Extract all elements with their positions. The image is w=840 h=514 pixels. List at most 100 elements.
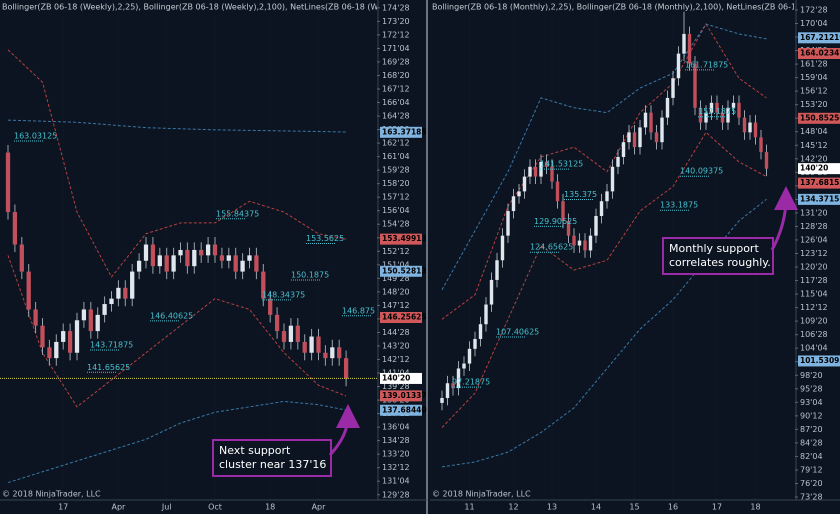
candle-body <box>81 309 87 321</box>
price-marker <box>380 265 422 277</box>
candle-body <box>330 347 335 359</box>
price-marker <box>798 355 840 367</box>
y-tick-label: 133'20 <box>382 450 410 459</box>
x-tick-label: 17 <box>58 503 68 512</box>
candle-body <box>261 271 266 299</box>
candle-body <box>462 363 466 369</box>
candle-body <box>731 102 736 108</box>
y-tick-label: 106'28 <box>800 330 828 339</box>
candle-body <box>185 249 190 267</box>
y-tick-label: 161'28 <box>800 60 828 69</box>
candle-body <box>649 112 653 133</box>
y-tick-label: 132'12 <box>382 463 410 472</box>
candle-body <box>665 97 670 118</box>
candle-body <box>164 255 169 272</box>
level-label: 133.1875 <box>660 201 698 210</box>
y-tick-label: 134'28 <box>382 436 410 445</box>
level-label: 140.09375 <box>680 167 723 176</box>
y-tick-label: 154'28 <box>382 220 410 229</box>
bollinger-band <box>7 119 347 133</box>
candle-body <box>54 341 59 359</box>
candle-body <box>67 331 73 353</box>
candle-body <box>123 287 128 299</box>
candle-body <box>693 63 697 108</box>
x-tick-label: 11 <box>464 503 474 512</box>
candle-body <box>698 107 703 123</box>
price-marker-label: 140'20 <box>382 373 410 382</box>
y-tick-label: 84'28 <box>800 438 823 447</box>
y-tick-label: 139'28 <box>382 382 410 391</box>
y-tick-label: 148'04 <box>800 127 828 136</box>
level-label: 152.1875 <box>698 107 736 116</box>
y-tick-label: 173'20 <box>382 17 410 26</box>
y-tick-label: 166'04 <box>382 98 410 107</box>
candle-body <box>445 383 450 399</box>
candle-body <box>5 152 11 213</box>
candle-body <box>150 244 156 267</box>
candle-body <box>511 196 516 212</box>
candle-body <box>47 347 52 359</box>
candle-body <box>274 314 280 332</box>
callout-arrow <box>770 186 798 251</box>
price-marker <box>798 112 840 124</box>
y-tick-label: 152'12 <box>382 247 410 256</box>
y-tick-label: 79'12 <box>800 465 823 474</box>
candle-body <box>544 161 549 167</box>
candle-body <box>506 211 510 236</box>
chart-header: Bollinger(ZB 06-18 (Weekly),2,25), Bolli… <box>2 3 456 12</box>
candle-body <box>638 127 642 148</box>
bollinger-band <box>441 131 767 428</box>
level-label: 148.34375 <box>262 290 305 299</box>
level-label: 107.40625 <box>496 328 539 337</box>
candle-body <box>682 33 686 54</box>
candle-body <box>281 331 287 342</box>
y-tick-label: 117'28 <box>800 276 828 285</box>
y-tick-label: 145'12 <box>800 141 828 150</box>
candle-body <box>157 255 162 267</box>
price-marker-label: 134.37156 <box>800 194 840 203</box>
y-tick-label: 171'04 <box>382 44 410 53</box>
y-tick-label: 169'28 <box>382 57 410 66</box>
candle-body <box>219 255 225 261</box>
candle-body <box>130 271 135 299</box>
y-tick-label: 115'04 <box>800 290 828 299</box>
candle-body <box>95 314 100 332</box>
candle-body <box>102 304 107 315</box>
y-tick-label: 136'04 <box>382 423 410 432</box>
level-label: 141.53125 <box>540 160 583 169</box>
y-tick-label: 172'28 <box>800 5 828 14</box>
candle-body <box>759 137 763 153</box>
candle-body <box>268 298 273 315</box>
price-marker <box>798 48 840 60</box>
y-tick-label: 104'04 <box>800 344 828 353</box>
callout-text: Next support <box>219 444 291 457</box>
candle-body <box>572 235 576 246</box>
candle-body <box>522 176 527 192</box>
level-label: 163.03125 <box>14 131 57 140</box>
candle-body <box>753 122 758 138</box>
candle-body <box>654 132 659 143</box>
candle-body <box>742 117 747 133</box>
candle-body <box>178 249 183 256</box>
level-label: 129.90625 <box>534 217 577 226</box>
x-tick-label: 12 <box>508 503 518 512</box>
candle-body <box>676 53 681 79</box>
candle-body <box>594 215 598 236</box>
level-label: 155.84375 <box>216 209 259 218</box>
candle-body <box>605 191 609 202</box>
y-tick-label: 159'28 <box>382 166 410 175</box>
level-label: 153.5625 <box>306 234 344 243</box>
price-marker <box>380 372 422 384</box>
candle-body <box>254 255 259 272</box>
price-marker-label: 137.68153 <box>800 178 840 187</box>
candle-body <box>440 398 444 403</box>
candle-body <box>199 249 204 256</box>
y-tick-label: 76'20 <box>800 479 823 488</box>
y-tick-label: 112'12 <box>800 303 828 312</box>
candle-body <box>704 112 708 123</box>
y-tick-label: 98'20 <box>800 371 823 380</box>
y-tick-label: 147'12 <box>382 301 410 310</box>
candle-body <box>302 341 307 353</box>
y-tick-label: 93'04 <box>800 398 823 407</box>
y-tick-label: 126'04 <box>800 235 828 244</box>
